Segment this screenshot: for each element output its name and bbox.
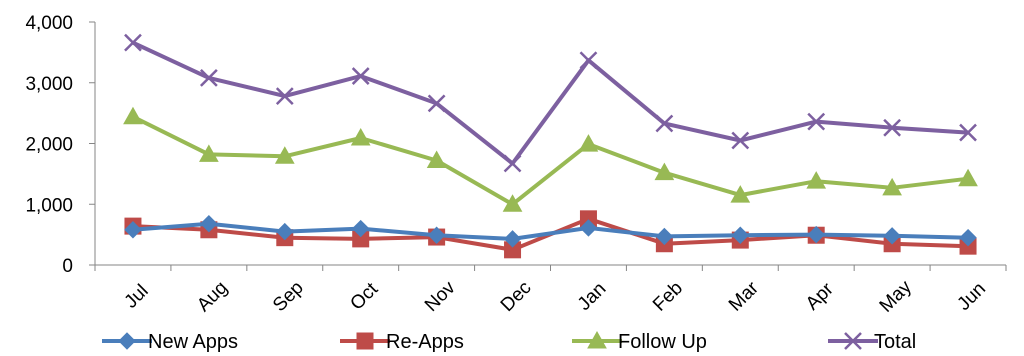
x-tick-label: Jun xyxy=(953,278,990,315)
legend: New Apps Re-Apps Follow Up Total xyxy=(102,330,916,353)
data-point xyxy=(352,219,370,238)
data-point xyxy=(883,118,902,137)
data-point xyxy=(654,162,675,181)
y-tick-label: 0 xyxy=(62,256,73,277)
x-tick-label: Jul xyxy=(121,281,153,313)
legend-item: Re-Apps xyxy=(340,331,464,353)
series-line xyxy=(132,221,969,241)
data-point xyxy=(959,123,977,142)
legend-swatch-marker xyxy=(587,330,607,349)
data-point xyxy=(578,134,599,152)
data-point xyxy=(427,94,446,113)
x-tick-label: Jan xyxy=(574,278,611,315)
data-point xyxy=(959,228,977,247)
x-tick-label: Feb xyxy=(649,278,687,316)
data-point xyxy=(274,146,295,164)
y-axis-ticks: 0 1,000 2,000 3,000 4,000 xyxy=(25,13,95,277)
data-point xyxy=(655,114,674,133)
data-point xyxy=(426,150,447,169)
legend-swatch-marker xyxy=(356,332,374,350)
legend-item: New Apps xyxy=(102,331,238,353)
series-line xyxy=(132,40,969,166)
x-tick-label: Sep xyxy=(269,277,308,316)
legend-item: Total xyxy=(828,331,916,353)
x-axis-ticks: Jul Aug Sep Oct Nov Dec Jan Feb Mar Apr May Jun xyxy=(94,265,1007,317)
data-point xyxy=(427,226,446,244)
legend-label: Follow Up xyxy=(618,331,707,353)
series-line xyxy=(132,115,969,207)
data-point xyxy=(655,227,674,246)
data-point xyxy=(883,227,901,245)
data-point xyxy=(276,222,294,241)
plot-area xyxy=(123,33,978,259)
data-point xyxy=(731,226,749,244)
axes xyxy=(94,22,1006,266)
x-tick-label: Mar xyxy=(725,277,763,315)
data-point xyxy=(806,171,827,189)
legend-item: Follow Up xyxy=(572,330,707,353)
data-point xyxy=(124,221,142,239)
x-tick-label: Aug xyxy=(193,277,232,316)
data-point xyxy=(731,131,750,150)
data-point xyxy=(579,219,598,237)
y-tick-label: 1,000 xyxy=(25,195,73,216)
data-point xyxy=(351,67,370,85)
x-tick-label: May xyxy=(876,276,917,317)
data-point xyxy=(503,154,522,173)
data-point xyxy=(123,106,143,125)
data-point xyxy=(199,144,219,162)
x-tick-label: Nov xyxy=(421,277,460,316)
data-point xyxy=(807,225,825,244)
series-follow-up xyxy=(123,106,978,212)
data-point xyxy=(579,51,598,70)
x-tick-label: Oct xyxy=(346,278,382,314)
data-point xyxy=(503,230,522,248)
data-point xyxy=(200,214,218,233)
legend-label: New Apps xyxy=(148,331,238,353)
legend-swatch-marker xyxy=(118,332,136,350)
y-tick-label: 4,000 xyxy=(25,13,73,34)
legend-label: Re-Apps xyxy=(386,331,464,353)
legend-swatch-marker xyxy=(844,332,862,350)
series-new-apps xyxy=(124,214,977,248)
x-tick-label: Dec xyxy=(497,277,536,316)
data-point xyxy=(730,185,751,203)
data-point xyxy=(882,177,902,196)
data-point xyxy=(350,128,371,146)
legend-label: Total xyxy=(874,331,916,353)
y-tick-label: 2,000 xyxy=(25,135,73,156)
data-point xyxy=(199,69,218,87)
data-point xyxy=(958,168,978,187)
data-point xyxy=(124,33,142,52)
data-point xyxy=(502,194,523,212)
data-point xyxy=(807,112,826,131)
y-tick-label: 3,000 xyxy=(25,74,73,95)
data-point xyxy=(275,87,294,105)
series-total xyxy=(124,33,977,173)
x-tick-label: Apr xyxy=(802,278,838,314)
